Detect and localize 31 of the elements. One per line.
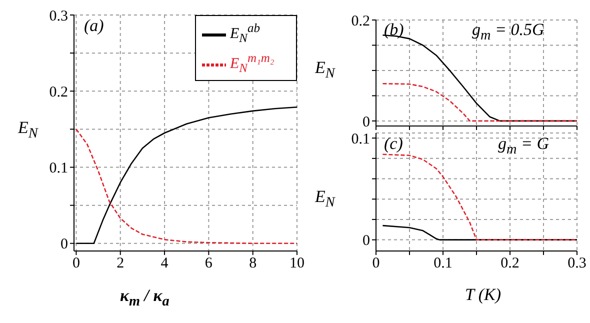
x-axis-title: T (K) — [465, 285, 502, 304]
annotation: (c) — [384, 134, 403, 153]
y-tick-label: 0.1 — [49, 160, 68, 177]
annotation: g$_{m}$ = 0.5G — [472, 20, 544, 44]
y-axis-title: E$_{N}$ — [315, 58, 335, 82]
y-tick-label: 0.2 — [49, 84, 68, 100]
x-tick-label: 6 — [204, 256, 213, 272]
y-tick-label: 0 — [362, 114, 370, 130]
annotation: (b) — [384, 20, 404, 39]
y-tick-label: 0.3 — [49, 8, 68, 24]
x-tick-label: 4 — [160, 256, 169, 272]
x-tick-label: 0.1 — [434, 256, 452, 272]
line-series — [382, 82, 577, 122]
x-tick-label: 10 — [290, 256, 304, 272]
x-tick-label: 0.2 — [500, 256, 520, 272]
x-tick-label: 2 — [116, 256, 124, 272]
annotation: (a) — [84, 16, 104, 35]
x-tick-label: 8 — [249, 256, 257, 272]
line-series — [382, 154, 577, 240]
y-tick-label: 0.2 — [351, 13, 370, 30]
line-series — [382, 224, 577, 240]
y-tick-label: 0.1 — [351, 131, 370, 148]
x-tick-label: 0.3 — [568, 256, 586, 272]
y-tick-label: 0 — [60, 236, 68, 253]
line-series — [76, 128, 297, 244]
y-axis-title: E$_{N}$ — [315, 187, 335, 210]
y-axis-title: E$_{N}$ — [18, 118, 38, 142]
y-tick-label: 0 — [362, 233, 370, 250]
x-axis-title: κ$_{m}$ / κ$_{a}$ — [120, 286, 170, 310]
x-tick-label: 0 — [72, 256, 80, 272]
annotation: g$_{m}$ = G — [498, 134, 549, 158]
